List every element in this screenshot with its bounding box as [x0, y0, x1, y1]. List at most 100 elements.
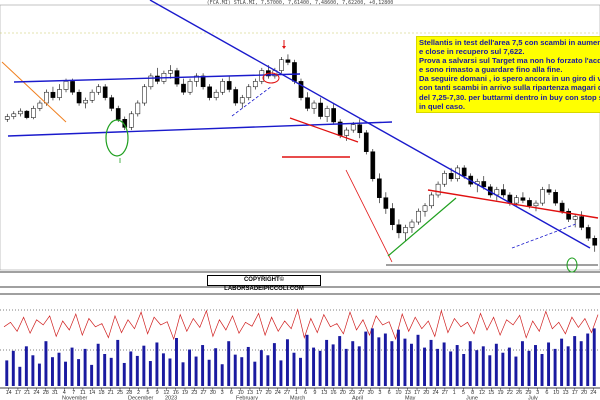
candle [76, 91, 82, 104]
volume-bar [24, 346, 28, 386]
red-short-downtrend [289, 117, 359, 143]
candle [501, 189, 506, 196]
candle [4, 116, 10, 120]
volume-bar [494, 343, 498, 386]
x-day-label: 2 [137, 390, 140, 396]
x-day-label: 12 [163, 390, 169, 396]
x-month-label: March [290, 396, 305, 400]
note-line: Stellantis in test dell'area 7,5 con sca… [419, 38, 600, 47]
x-day-label: 1 [295, 390, 298, 396]
candles-group [4, 54, 598, 252]
volume-bar [396, 329, 400, 386]
x-day-label: 17 [572, 390, 578, 396]
volume-bar [573, 336, 577, 386]
candle [566, 210, 571, 220]
volume-bar [207, 359, 211, 386]
candle [403, 227, 408, 234]
volume-bar [410, 343, 413, 386]
candle [109, 97, 115, 109]
volume-bar [259, 350, 263, 386]
volume-bar [364, 331, 368, 386]
candle [579, 216, 585, 228]
candle [350, 124, 356, 131]
volume-bar [129, 351, 133, 386]
volume-bar [5, 360, 9, 386]
x-day-label: 6 [230, 390, 233, 396]
candle [37, 102, 43, 109]
candle [148, 75, 154, 88]
x-day-label: 24 [433, 390, 439, 396]
candle [442, 173, 447, 185]
copyright-label: COPYRIGHT© LABORSADEIPICCOLI.COM [207, 275, 321, 292]
x-day-label: 30 [368, 390, 374, 396]
volume-bar [423, 347, 427, 386]
volume-bar [142, 345, 146, 386]
volume-bar [253, 361, 257, 386]
volume-bar [148, 361, 152, 386]
candle [429, 194, 434, 207]
green-uptrend [387, 197, 457, 257]
x-day-label: 31 [52, 390, 58, 396]
candle [416, 210, 421, 223]
blue-dashed-line [511, 223, 577, 249]
green-circle-annotation [566, 257, 578, 273]
volume-bar [527, 350, 531, 386]
candle [115, 108, 121, 120]
volume-bar [233, 354, 237, 386]
x-month-label: April [352, 396, 363, 400]
volume-bar [370, 328, 374, 386]
candle [220, 81, 226, 93]
candle [279, 59, 284, 71]
red-drop-line [345, 169, 393, 263]
blue-channel-lower [7, 121, 393, 137]
volume-bar [279, 360, 283, 386]
note-line: in quel caso. [419, 101, 465, 111]
x-day-label: 23 [349, 390, 355, 396]
volume-bar [272, 343, 276, 386]
volume-bar [285, 339, 289, 386]
x-day-label: 20 [265, 390, 271, 396]
candle [546, 189, 552, 193]
candle [135, 102, 141, 115]
candle [233, 89, 239, 104]
volume-bar [37, 363, 41, 386]
candle [200, 75, 206, 88]
candle [514, 197, 519, 204]
x-day-label: 26 [516, 390, 522, 396]
volume-bar [57, 352, 61, 386]
candle [540, 189, 545, 204]
x-day-label: 12 [479, 390, 485, 396]
volume-bar [122, 362, 126, 386]
x-day-label: 5 [462, 390, 465, 396]
candle [344, 129, 350, 136]
candle [370, 151, 376, 179]
x-day-label: 9 [156, 390, 159, 396]
candle [285, 59, 291, 63]
note-line: con tanti scambi in arrivo sulla riparte… [419, 83, 600, 93]
x-day-label: 17 [15, 390, 21, 396]
candle [572, 216, 578, 220]
volume-bar [338, 336, 342, 386]
volume-bar [227, 341, 231, 386]
x-day-label: 7 [72, 390, 75, 396]
volume-bar [449, 351, 453, 386]
volume-bar [331, 344, 335, 386]
x-day-label: 6 [388, 390, 391, 396]
volume-bar [116, 339, 120, 386]
blue-long-downtrend [149, 0, 591, 249]
candle [383, 197, 389, 209]
x-month-label: 2023 [165, 396, 177, 400]
candle [585, 227, 591, 239]
note-line: e sono rimasto a guardare fino alla fine… [419, 65, 563, 75]
candle [527, 200, 532, 207]
volume-bar [44, 341, 48, 386]
volume-bar [194, 356, 198, 386]
x-day-label: 28 [43, 390, 49, 396]
x-day-label: 20 [340, 390, 346, 396]
volume-bar [534, 345, 537, 386]
x-day-label: 24 [33, 390, 39, 396]
candle [102, 86, 108, 98]
candle [409, 221, 415, 228]
volume-bar [553, 348, 557, 386]
volume-bar [109, 357, 113, 386]
